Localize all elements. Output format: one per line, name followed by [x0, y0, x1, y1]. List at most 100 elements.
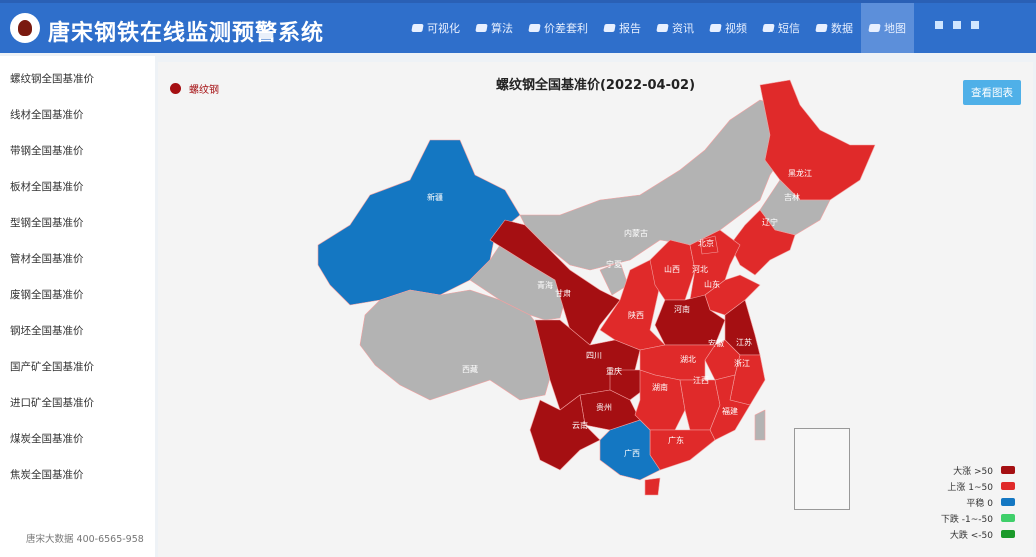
- legend-swatch: [1001, 466, 1015, 474]
- province-label: 北京: [698, 238, 714, 248]
- legend-swatch: [1001, 514, 1015, 522]
- sidebar-item[interactable]: 螺纹钢全国基准价: [10, 73, 94, 85]
- province-山东[interactable]: [704, 274, 761, 316]
- province-label: 广西: [624, 448, 640, 458]
- province-黑龙江[interactable]: [759, 79, 876, 201]
- province-台湾[interactable]: [754, 409, 766, 441]
- legend-item[interactable]: 大跌 <-50: [941, 526, 1015, 542]
- legend-item[interactable]: 平稳 0: [941, 494, 1015, 510]
- province-label: 河北: [692, 264, 708, 274]
- province-label: 江西: [693, 376, 709, 385]
- province-label: 福建: [722, 406, 738, 416]
- nav-label: 可视化: [427, 22, 460, 35]
- nav-label: 价差套利: [544, 22, 588, 35]
- sidebar-item[interactable]: 煤炭全国基准价: [10, 433, 84, 445]
- province-陕西[interactable]: [599, 259, 666, 351]
- sidebar-item[interactable]: 钢坯全国基准价: [10, 325, 84, 337]
- province-label: 江苏: [736, 337, 752, 347]
- province-label: 四川: [586, 351, 602, 360]
- sidebar-item[interactable]: 进口矿全国基准价: [10, 397, 94, 409]
- province-label: 新疆: [427, 192, 443, 202]
- top-header: 唐宋钢铁在线监测预警系统 可视化 算法 价差套利 报告 资讯 视频 短信 数据 地图: [0, 0, 1036, 53]
- layers-icon: [868, 24, 881, 32]
- control-icon[interactable]: [935, 21, 943, 29]
- sidebar-item[interactable]: 带钢全国基准价: [10, 145, 84, 157]
- nav-item[interactable]: 可视化: [404, 3, 468, 53]
- province-label: 安徽: [708, 338, 724, 348]
- sidebar-item[interactable]: 线材全国基准价: [10, 109, 84, 121]
- logo-icon: [10, 13, 40, 43]
- nav-item[interactable]: 数据: [808, 3, 861, 53]
- legend-swatch: [1001, 498, 1015, 506]
- province-内蒙古[interactable]: [519, 99, 791, 271]
- legend-item[interactable]: 大涨 >50: [941, 462, 1015, 478]
- province-label: 浙江: [734, 358, 750, 368]
- legend-label: 大跌 <-50: [949, 530, 993, 541]
- control-icon[interactable]: [971, 21, 979, 29]
- legend-swatch: [1001, 530, 1015, 538]
- layers-icon: [656, 24, 669, 32]
- province-label: 云南: [572, 420, 588, 430]
- nav-item[interactable]: 短信: [755, 3, 808, 53]
- sidebar-item[interactable]: 国产矿全国基准价: [10, 361, 94, 373]
- nav-label: 算法: [491, 22, 513, 35]
- window-controls[interactable]: [935, 21, 979, 29]
- province-label: 重庆: [606, 366, 622, 376]
- control-icon[interactable]: [953, 21, 961, 29]
- province-label: 陕西: [628, 310, 644, 320]
- sidebar-item[interactable]: 型钢全国基准价: [10, 217, 84, 229]
- nav-label: 数据: [831, 22, 853, 35]
- nav-item[interactable]: 价差套利: [521, 3, 596, 53]
- province-海南[interactable]: [644, 477, 661, 496]
- nav-item[interactable]: 地图: [861, 3, 914, 53]
- nav-item[interactable]: 报告: [596, 3, 649, 53]
- nav-label: 报告: [619, 22, 641, 35]
- province-北京[interactable]: [699, 235, 719, 255]
- province-辽宁[interactable]: [729, 209, 796, 276]
- layers-icon: [762, 24, 775, 32]
- legend-swatch: [1001, 482, 1015, 490]
- province-label: 西藏: [462, 364, 478, 374]
- sidebar-item[interactable]: 焦炭全国基准价: [10, 469, 84, 481]
- layers-icon: [475, 24, 488, 32]
- map-panel: 新疆 西藏 青海 甘肃 内蒙古 黑龙江 吉林 辽宁 宁夏 陕西 山西 河北 北京 山东 河南 江苏 安徽 浙江 湖北…: [158, 62, 1033, 557]
- nav-label: 短信: [778, 22, 800, 35]
- province-label: 贵州: [596, 402, 612, 412]
- series-legend[interactable]: 螺纹钢: [170, 81, 219, 96]
- province-label: 辽宁: [762, 217, 778, 227]
- province-福建[interactable]: [709, 374, 751, 441]
- province-label: 河南: [674, 304, 690, 314]
- nav-item[interactable]: 资讯: [649, 3, 702, 53]
- province-label: 湖北: [680, 355, 696, 364]
- sidebar-item[interactable]: 管材全国基准价: [10, 253, 84, 265]
- map-legend: 大涨 >50 上涨 1~50 平稳 0 下跌 -1~-50 大跌 <-50: [941, 462, 1015, 542]
- province-云南[interactable]: [529, 394, 601, 471]
- nav-label: 地图: [884, 22, 906, 35]
- legend-item[interactable]: 上涨 1~50: [941, 478, 1015, 494]
- main-nav: 可视化 算法 价差套利 报告 资讯 视频 短信 数据 地图: [404, 3, 914, 53]
- province-label: 山东: [704, 279, 720, 289]
- view-chart-button[interactable]: 查看图表: [963, 80, 1021, 105]
- province-河南[interactable]: [654, 294, 726, 346]
- sidebar-footer: 唐宋大数据 400-6565-958: [26, 534, 144, 545]
- province-广西[interactable]: [599, 419, 661, 481]
- sidebar-item[interactable]: 板材全国基准价: [10, 181, 84, 193]
- province-label: 吉林: [784, 192, 800, 202]
- sidebar-item[interactable]: 废钢全国基准价: [10, 289, 84, 301]
- app-title: 唐宋钢铁在线监测预警系统: [48, 21, 325, 46]
- legend-label: 下跌 -1~-50: [940, 514, 993, 525]
- map-title: 螺纹钢全国基准价(2022-04-02): [495, 78, 696, 93]
- sidebar: 螺纹钢全国基准价 线材全国基准价 带钢全国基准价 板材全国基准价 型钢全国基准价 管材全国…: [0, 56, 155, 557]
- layers-icon: [709, 24, 722, 32]
- legend-label: 平稳 0: [966, 498, 993, 509]
- province-label: 宁夏: [606, 259, 622, 269]
- province-label: 湖南: [652, 382, 668, 392]
- nav-item[interactable]: 视频: [702, 3, 755, 53]
- province-label: 甘肃: [555, 288, 571, 298]
- nav-item[interactable]: 算法: [468, 3, 521, 53]
- province-label: 内蒙古: [624, 228, 648, 238]
- province-山西[interactable]: [649, 239, 696, 301]
- legend-item[interactable]: 下跌 -1~-50: [941, 510, 1015, 526]
- province-label: 黑龙江: [788, 168, 812, 178]
